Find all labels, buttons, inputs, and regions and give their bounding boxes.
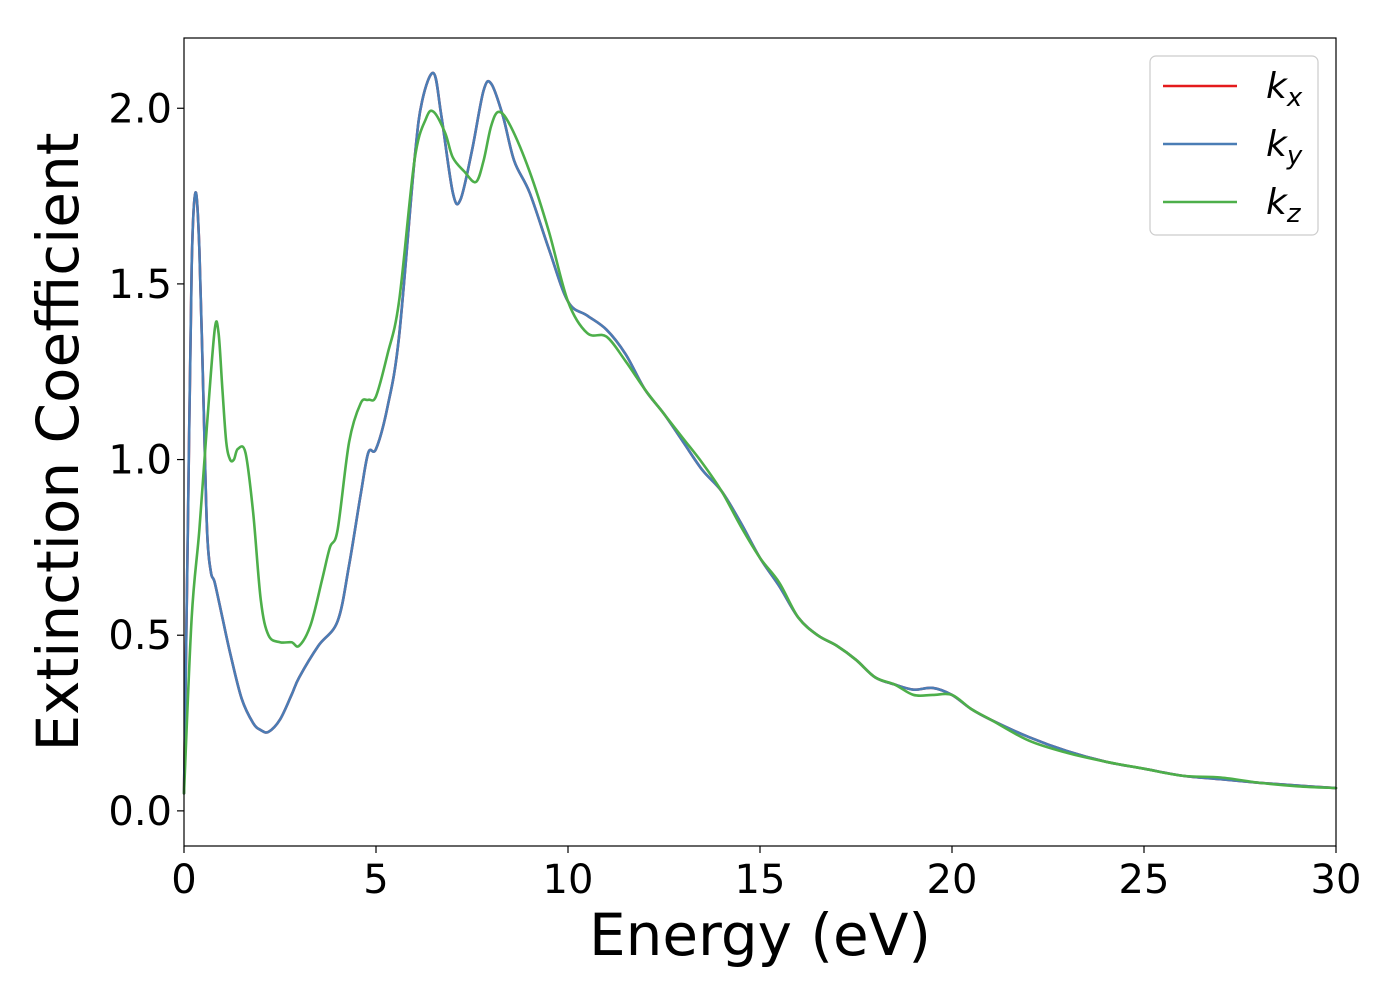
y-axis-label: Extinction Coefficient: [24, 133, 92, 752]
y-tick-label: 2.0: [108, 86, 172, 132]
y-tick-label: 0.0: [108, 789, 172, 835]
x-axis: 0 5 10 15 20 25 30: [171, 846, 1361, 903]
x-tick-label: 10: [543, 857, 594, 903]
y-tick-label: 1.0: [108, 438, 172, 484]
x-tick-label: 15: [735, 857, 786, 903]
x-tick-label: 0: [171, 857, 196, 903]
series-lines: [182, 71, 1338, 795]
x-tick-label: 20: [927, 857, 978, 903]
legend-label-ky: ky: [1266, 124, 1303, 171]
y-axis: 0.0 0.5 1.0 1.5 2.0: [108, 86, 184, 835]
x-axis-label: Energy (eV): [589, 901, 931, 969]
y-tick-label: 0.5: [108, 613, 172, 659]
x-tick-label: 30: [1311, 857, 1362, 903]
x-tick-label: 5: [363, 857, 388, 903]
x-tick-label: 25: [1119, 857, 1170, 903]
series-line-kz: [182, 109, 1338, 795]
y-tick-label: 1.5: [108, 262, 172, 308]
legend-box: [1149, 55, 1319, 236]
series-line-ky: [182, 71, 1338, 795]
legend-label-kx: kx: [1266, 66, 1303, 113]
